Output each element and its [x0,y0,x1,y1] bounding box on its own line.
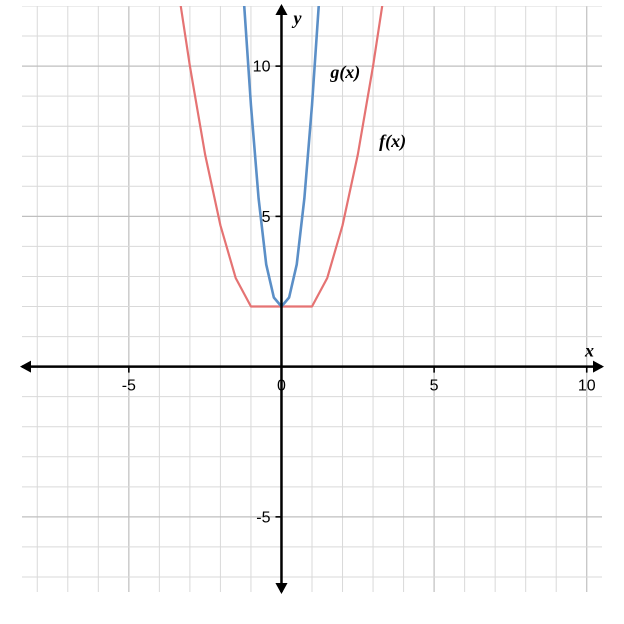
x-tick-label: 0 [277,378,286,395]
y-tick-label: -5 [256,509,270,526]
x-tick-label: 5 [430,378,439,395]
parabola-chart: -5 0 5 10 -5 5 10 x y f(x) g(x) [0,0,624,624]
series-label-f(x): f(x) [379,131,406,152]
y-tick-label: 5 [262,209,271,226]
series-label-g(x): g(x) [329,62,360,83]
x-tick-label: 10 [578,378,596,395]
chart-container: -5 0 5 10 -5 5 10 x y f(x) g(x) [0,0,624,624]
y-axis-label: y [291,8,302,28]
x-axis-label: x [584,341,594,361]
y-tick-label: 10 [253,59,271,76]
x-tick-label: -5 [122,378,136,395]
